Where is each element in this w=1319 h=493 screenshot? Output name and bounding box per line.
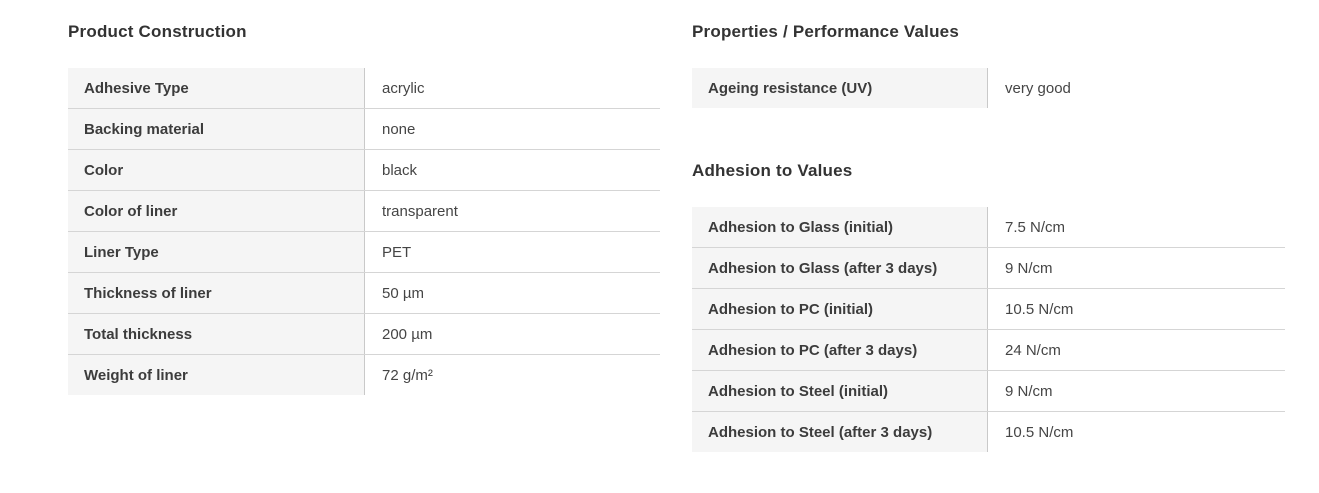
table-row: Thickness of liner 50 µm (68, 272, 660, 313)
row-label: Weight of liner (68, 355, 365, 395)
table-row: Adhesion to Glass (initial) 7.5 N/cm (692, 207, 1285, 247)
row-label: Liner Type (68, 232, 365, 272)
row-label: Color of liner (68, 191, 365, 231)
row-value: very good (1005, 79, 1071, 97)
row-value: 7.5 N/cm (1005, 218, 1066, 236)
adhesion-table: Adhesion to Glass (initial) 7.5 N/cm Adh… (692, 207, 1285, 452)
row-label: Ageing resistance (UV) (692, 68, 988, 108)
section-title-product-construction: Product Construction (68, 22, 247, 41)
row-value: 72 g/m² (382, 366, 433, 384)
table-row: Ageing resistance (UV) very good (692, 68, 1285, 108)
row-value: black (382, 161, 418, 179)
section-title-performance: Properties / Performance Values (692, 22, 959, 41)
row-value: 9 N/cm (1005, 259, 1053, 277)
table-row: Adhesion to Steel (initial) 9 N/cm (692, 370, 1285, 411)
row-value: 24 N/cm (1005, 341, 1061, 359)
row-value: transparent (382, 202, 458, 220)
row-value: 200 µm (382, 325, 433, 343)
row-label: Backing material (68, 109, 365, 149)
row-value: 50 µm (382, 284, 424, 302)
row-label: Total thickness (68, 314, 365, 354)
row-label: Adhesion to Steel (initial) (692, 371, 988, 411)
performance-section: Properties / Performance Values Ageing r… (692, 22, 1285, 452)
table-row: Weight of liner 72 g/m² (68, 354, 660, 395)
row-label: Adhesive Type (68, 68, 365, 108)
row-label: Adhesion to PC (initial) (692, 289, 988, 329)
row-label: Adhesion to PC (after 3 days) (692, 330, 988, 370)
row-label: Adhesion to Glass (after 3 days) (692, 248, 988, 288)
table-row: Adhesion to PC (initial) 10.5 N/cm (692, 288, 1285, 329)
table-row: Backing material none (68, 108, 660, 149)
performance-table: Ageing resistance (UV) very good (692, 68, 1285, 108)
table-row: Color black (68, 149, 660, 190)
table-row: Adhesive Type acrylic (68, 68, 660, 108)
table-row: Adhesion to Glass (after 3 days) 9 N/cm (692, 247, 1285, 288)
table-row: Adhesion to Steel (after 3 days) 10.5 N/… (692, 411, 1285, 452)
product-construction-section: Product Construction Adhesive Type acryl… (68, 22, 660, 395)
row-value: 9 N/cm (1005, 382, 1053, 400)
row-label: Adhesion to Glass (initial) (692, 207, 988, 247)
product-construction-table: Adhesive Type acrylic Backing material n… (68, 68, 660, 395)
row-label: Adhesion to Steel (after 3 days) (692, 412, 988, 452)
section-title-adhesion: Adhesion to Values (692, 161, 853, 180)
table-row: Color of liner transparent (68, 190, 660, 231)
row-value: PET (382, 243, 412, 261)
table-row: Adhesion to PC (after 3 days) 24 N/cm (692, 329, 1285, 370)
table-row: Total thickness 200 µm (68, 313, 660, 354)
row-label: Color (68, 150, 365, 190)
row-value: 10.5 N/cm (1005, 423, 1074, 441)
row-label: Thickness of liner (68, 273, 365, 313)
row-value: 10.5 N/cm (1005, 300, 1074, 318)
row-value: none (382, 120, 416, 138)
table-row: Liner Type PET (68, 231, 660, 272)
row-value: acrylic (382, 79, 425, 97)
